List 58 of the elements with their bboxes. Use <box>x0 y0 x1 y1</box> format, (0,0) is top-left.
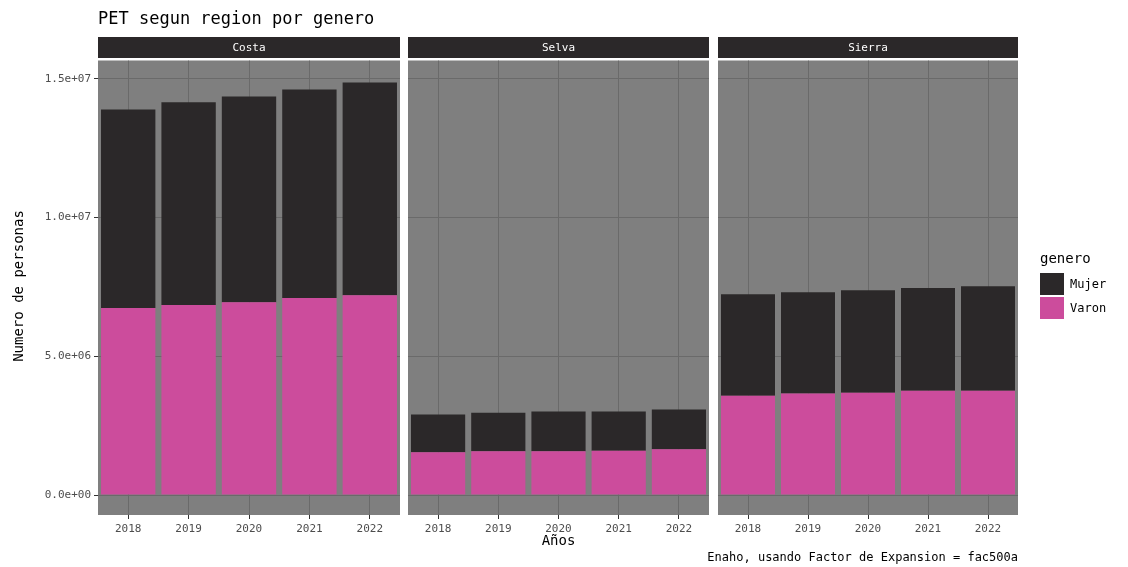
bar <box>161 305 216 495</box>
y-tick-label: 0.0e+00 <box>44 487 91 501</box>
bar <box>591 450 646 495</box>
bar <box>651 449 706 495</box>
x-tick-label: 2019 <box>485 522 512 536</box>
bar <box>101 109 156 309</box>
bar <box>531 451 586 495</box>
bar <box>841 392 895 495</box>
x-tick-label: 2021 <box>605 522 632 536</box>
legend-label: Varon <box>1070 301 1107 315</box>
text: Enaho, usando Factor de Expansion = fac500a <box>707 550 1018 564</box>
bar <box>961 390 1015 495</box>
bar <box>101 308 156 495</box>
bar <box>721 294 775 396</box>
bar <box>531 411 586 452</box>
x-tick-label: 2019 <box>794 522 822 536</box>
bar <box>411 452 466 495</box>
bar <box>471 412 526 452</box>
y-axis-title: Numero de personas <box>10 210 26 362</box>
x-tick-label: 2022 <box>665 522 693 536</box>
bar <box>961 286 1015 391</box>
bar <box>721 395 775 495</box>
chart-subtitle: Costa <box>98 37 400 58</box>
bar <box>901 288 955 391</box>
y-tick-label: 1.5e+07 <box>44 71 91 85</box>
bar <box>781 292 835 394</box>
x-tick-label: 2021 <box>296 522 323 536</box>
y-tick-label: 1.0e+07 <box>44 210 91 224</box>
x-tick-label: 2022 <box>974 522 1002 536</box>
y-tick-label: 5.0e+06 <box>44 349 91 363</box>
x-tick-label: 2018 <box>734 522 762 536</box>
bar <box>591 411 646 451</box>
bar <box>221 302 277 495</box>
chart-subtitle: Selva <box>408 37 709 58</box>
legend-title: genero <box>1040 250 1092 266</box>
x-axis-title: Años <box>541 532 576 548</box>
x-tick-label: 2020 <box>854 522 882 536</box>
chart-title: PET segun region por genero <box>98 8 375 28</box>
bar <box>411 414 466 453</box>
x-tick-label: 2018 <box>114 522 142 536</box>
bar <box>471 451 526 495</box>
bar <box>901 390 955 495</box>
bar <box>282 89 337 299</box>
x-tick-label: 2022 <box>356 522 384 536</box>
bar <box>651 409 706 450</box>
bar <box>342 295 397 495</box>
chart-subtitle: Sierra <box>718 37 1018 58</box>
bar <box>781 393 835 495</box>
x-tick-label: 2019 <box>175 522 202 536</box>
bar <box>161 102 216 305</box>
bar <box>342 82 397 296</box>
bar <box>282 298 337 495</box>
bar <box>221 96 277 303</box>
x-tick-label: 2018 <box>424 522 452 536</box>
bar <box>841 290 895 393</box>
x-tick-label: 2021 <box>914 522 942 536</box>
legend-label: Mujer <box>1070 277 1107 291</box>
x-tick-label: 2020 <box>235 522 263 536</box>
